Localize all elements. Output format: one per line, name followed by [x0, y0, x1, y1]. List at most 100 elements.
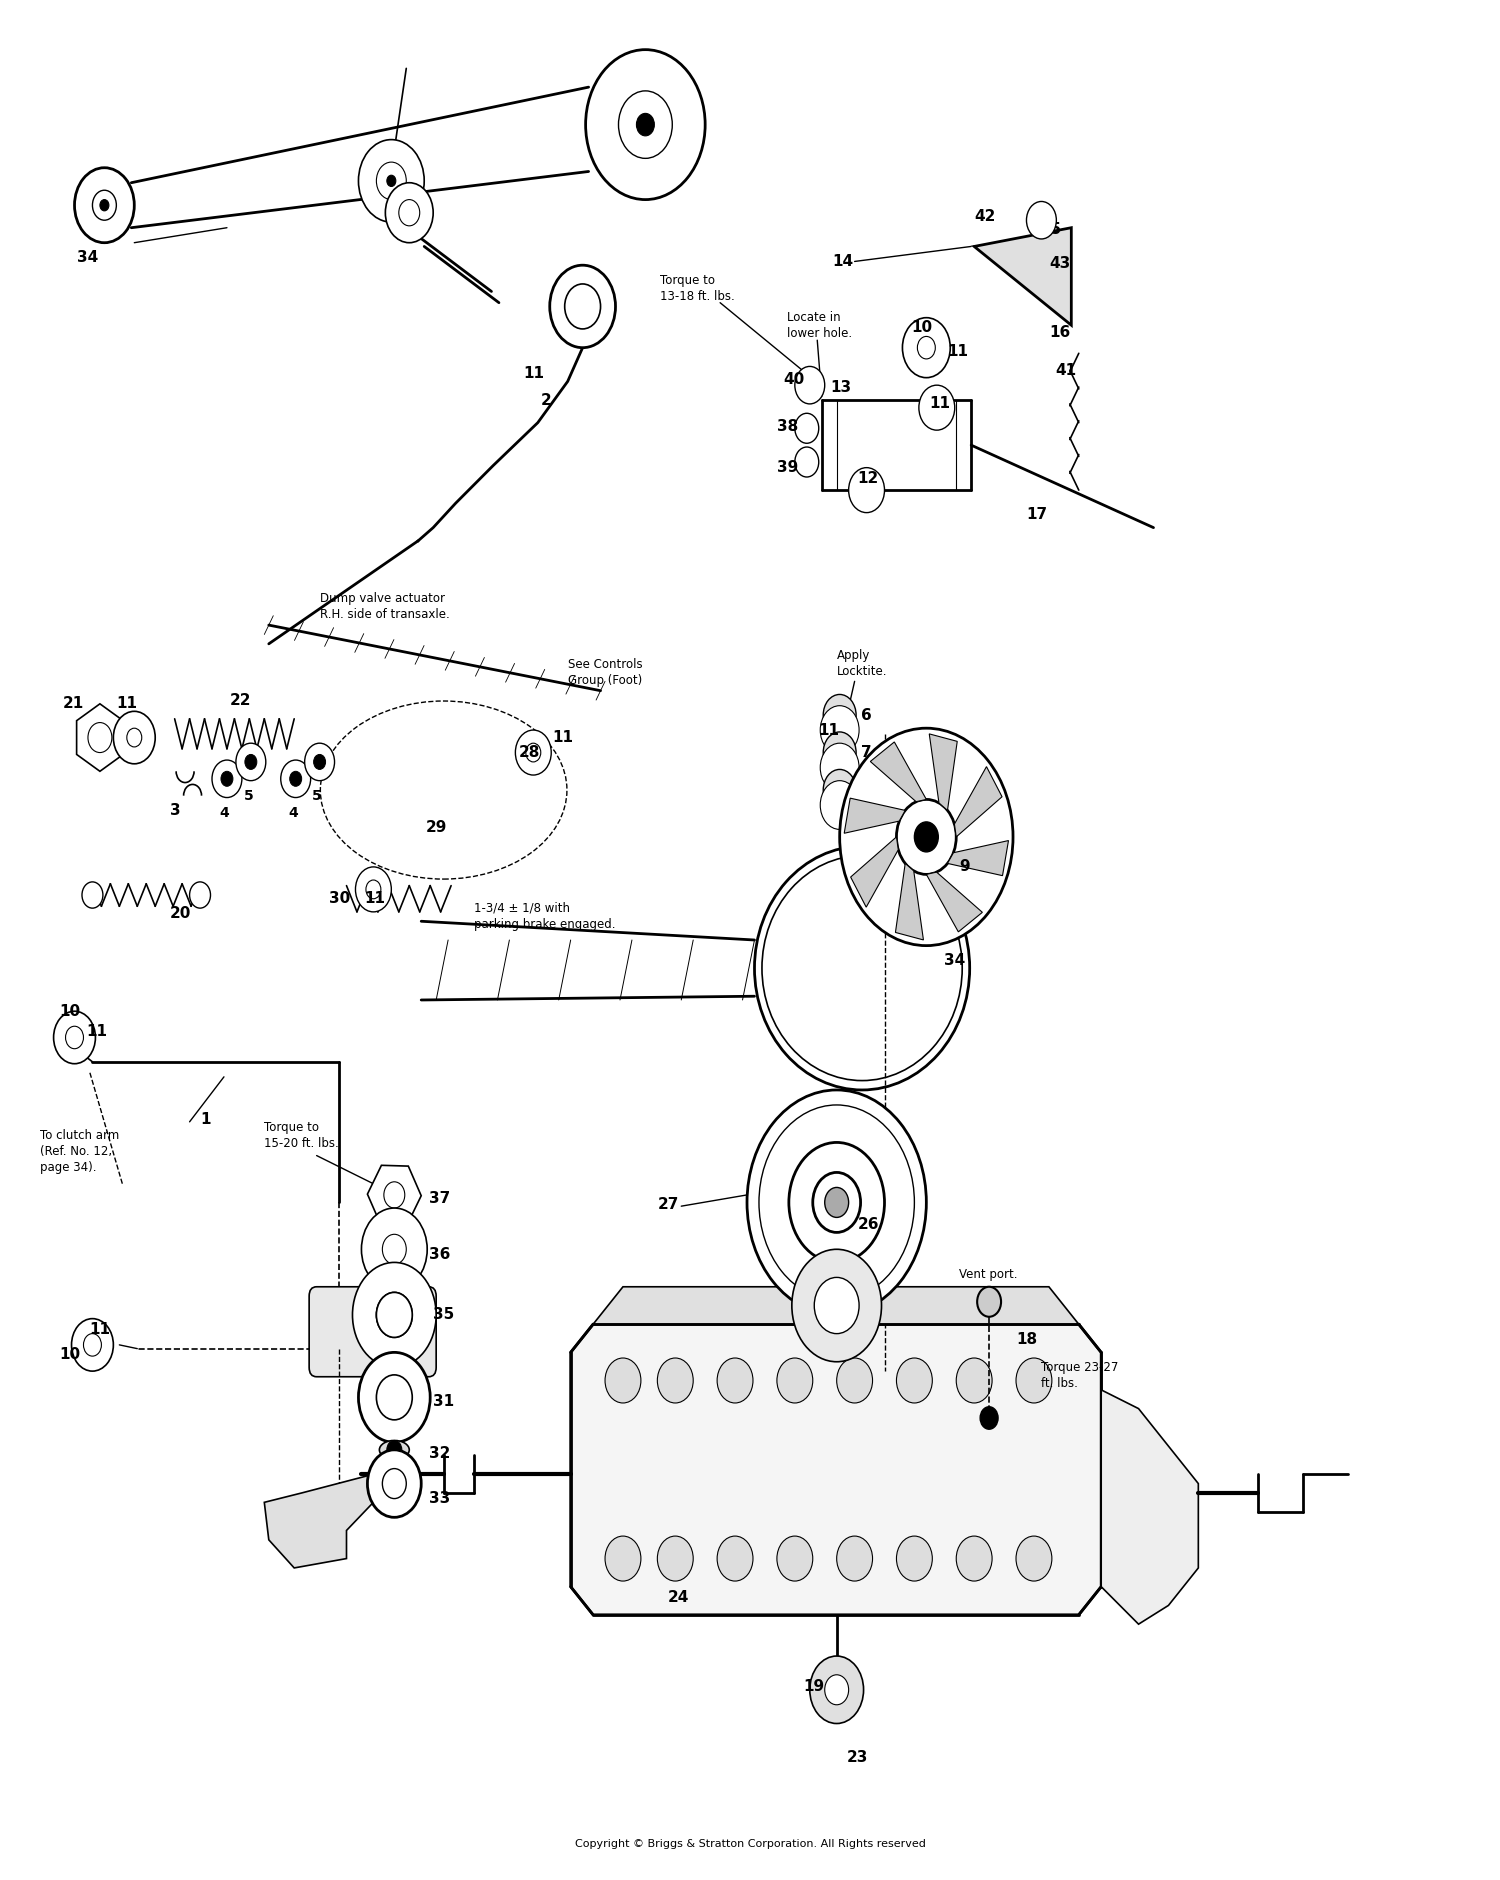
- Text: 4: 4: [288, 807, 298, 820]
- Circle shape: [795, 367, 825, 404]
- Circle shape: [604, 1536, 640, 1581]
- Text: 40: 40: [783, 372, 804, 387]
- Circle shape: [903, 318, 951, 378]
- Text: 43: 43: [1048, 256, 1070, 271]
- Circle shape: [825, 1188, 849, 1218]
- Text: 5: 5: [243, 790, 254, 803]
- Circle shape: [747, 1090, 927, 1314]
- Text: 33: 33: [429, 1491, 450, 1506]
- Circle shape: [837, 1357, 873, 1402]
- Circle shape: [657, 1357, 693, 1402]
- Circle shape: [824, 731, 856, 773]
- Text: 38: 38: [777, 419, 798, 434]
- Circle shape: [358, 1352, 430, 1442]
- Circle shape: [382, 1468, 406, 1498]
- Text: 11: 11: [552, 729, 573, 744]
- Circle shape: [549, 265, 615, 348]
- Circle shape: [813, 1173, 861, 1233]
- Circle shape: [376, 1292, 412, 1337]
- Text: 41: 41: [1054, 363, 1076, 378]
- Text: 17: 17: [1026, 508, 1047, 523]
- Circle shape: [526, 743, 542, 761]
- Text: 22: 22: [230, 692, 252, 707]
- Circle shape: [810, 1656, 864, 1724]
- Circle shape: [920, 385, 954, 431]
- Circle shape: [956, 1357, 992, 1402]
- Polygon shape: [954, 767, 1002, 837]
- Text: Torque 23-27
ft. lbs.: Torque 23-27 ft. lbs.: [1041, 1361, 1119, 1389]
- Circle shape: [657, 1536, 693, 1581]
- Circle shape: [386, 182, 433, 243]
- Circle shape: [789, 1143, 885, 1261]
- Text: 18: 18: [1016, 1331, 1036, 1346]
- Polygon shape: [264, 1474, 374, 1568]
- Circle shape: [825, 1675, 849, 1705]
- Circle shape: [976, 1286, 1000, 1316]
- Circle shape: [815, 1277, 860, 1333]
- Circle shape: [980, 1406, 998, 1429]
- Circle shape: [100, 199, 109, 211]
- Circle shape: [849, 468, 885, 513]
- Circle shape: [564, 284, 600, 329]
- Text: Apply
Locktite.: Apply Locktite.: [837, 649, 886, 677]
- Text: 37: 37: [429, 1192, 450, 1207]
- Circle shape: [821, 705, 860, 754]
- Circle shape: [376, 1292, 412, 1337]
- Text: 19: 19: [804, 1679, 825, 1694]
- Circle shape: [93, 190, 117, 220]
- Circle shape: [387, 1440, 402, 1459]
- Circle shape: [795, 414, 819, 444]
- Polygon shape: [930, 733, 957, 810]
- Polygon shape: [592, 1286, 1078, 1324]
- Text: 10: 10: [60, 1346, 81, 1361]
- Circle shape: [837, 1536, 873, 1581]
- Circle shape: [777, 1536, 813, 1581]
- Text: 29: 29: [426, 820, 447, 835]
- Text: 6: 6: [861, 707, 871, 722]
- Text: 13: 13: [831, 380, 852, 395]
- Circle shape: [366, 880, 381, 899]
- Circle shape: [114, 711, 154, 763]
- Circle shape: [516, 729, 550, 775]
- Circle shape: [376, 1374, 412, 1419]
- Circle shape: [88, 722, 112, 752]
- Polygon shape: [948, 840, 1008, 876]
- Text: 10: 10: [60, 1004, 81, 1019]
- Text: 12: 12: [858, 472, 879, 487]
- Text: Dump valve actuator
R.H. side of transaxle.: Dump valve actuator R.H. side of transax…: [320, 592, 450, 622]
- Text: 1-3/4 ± 1/8 with
parking brake engaged.: 1-3/4 ± 1/8 with parking brake engaged.: [474, 902, 615, 931]
- Text: Torque to
15-20 ft. lbs.: Torque to 15-20 ft. lbs.: [264, 1120, 339, 1151]
- Text: 11: 11: [930, 397, 951, 412]
- Circle shape: [189, 882, 210, 908]
- Text: 8: 8: [861, 782, 871, 797]
- Text: 3: 3: [170, 803, 182, 818]
- Text: 11: 11: [364, 891, 386, 906]
- Circle shape: [956, 1536, 992, 1581]
- Circle shape: [368, 1449, 422, 1517]
- Text: 11: 11: [819, 722, 840, 737]
- Circle shape: [128, 728, 142, 746]
- Circle shape: [399, 199, 420, 226]
- Text: Torque to
13-18 ft. lbs.: Torque to 13-18 ft. lbs.: [660, 274, 735, 303]
- Circle shape: [636, 113, 654, 135]
- Text: 34: 34: [945, 953, 966, 968]
- Text: 11: 11: [524, 367, 544, 382]
- Circle shape: [356, 867, 392, 912]
- Text: See Controls
Group (Foot): See Controls Group (Foot): [567, 658, 642, 686]
- Circle shape: [387, 175, 396, 186]
- Text: 32: 32: [429, 1446, 450, 1461]
- Circle shape: [304, 743, 334, 780]
- Circle shape: [777, 1357, 813, 1402]
- Circle shape: [824, 769, 856, 810]
- Polygon shape: [927, 872, 982, 932]
- Text: 36: 36: [429, 1248, 450, 1261]
- Ellipse shape: [380, 1440, 410, 1459]
- Circle shape: [759, 1105, 915, 1299]
- Circle shape: [840, 728, 1013, 946]
- Text: 25: 25: [810, 1292, 831, 1307]
- Polygon shape: [844, 799, 904, 833]
- Text: Locate in
lower hole.: Locate in lower hole.: [788, 312, 852, 340]
- Polygon shape: [570, 1324, 1101, 1615]
- Circle shape: [918, 337, 936, 359]
- Circle shape: [82, 882, 104, 908]
